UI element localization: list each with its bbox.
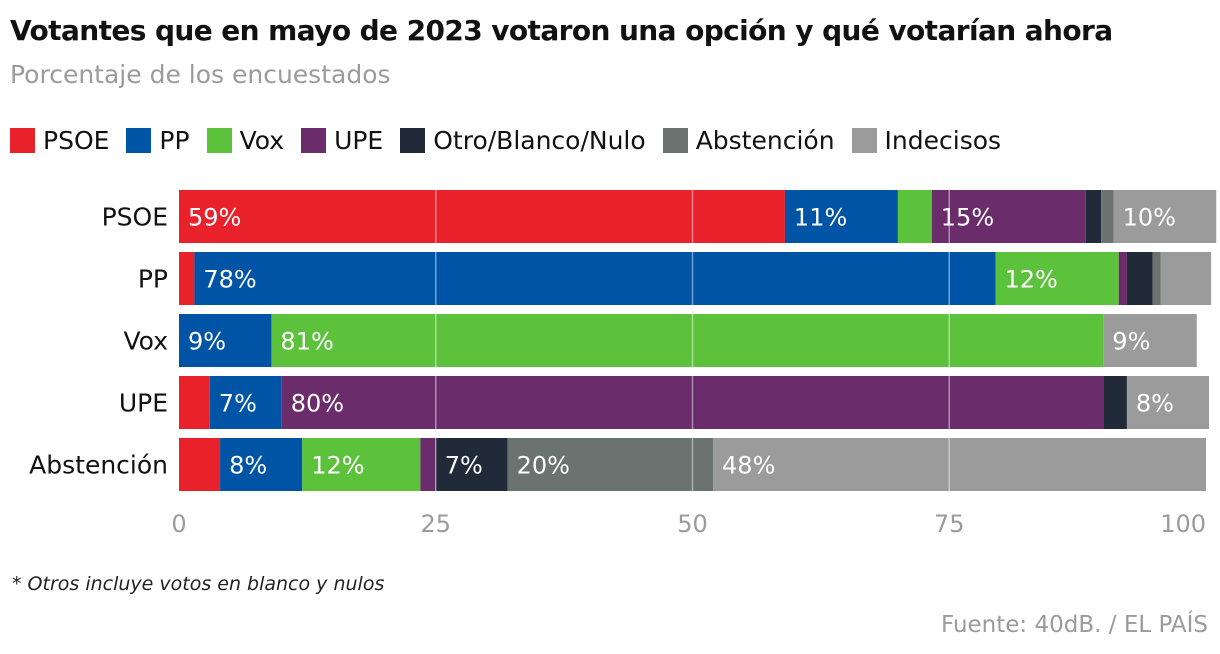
bar-segment [271,314,1104,367]
legend-label: Vox [239,126,285,155]
bar-segment [931,190,1086,243]
bar-segment [1101,190,1114,243]
legend-item: Otro/Blanco/Nulo [400,126,646,155]
legend-label: PSOE [43,126,110,155]
bar-value-label: 78% [203,266,256,294]
legend-swatch [851,128,877,153]
legend-label: PP [159,126,190,155]
legend-item: Vox [206,126,285,155]
category-label: PSOE [102,203,168,232]
x-tick-label: 50 [677,510,708,538]
bar-segment [194,252,996,305]
x-tick-label: 25 [420,510,451,538]
bar-segment [220,438,303,491]
bar-value-label: 12% [311,452,364,480]
bar-segment [281,376,1104,429]
bar-value-label: 7% [445,452,483,480]
bar-segment [179,314,272,367]
stacked-bar-chart: PSOE 59% 11% 15% 10% PP 78% 12% Vox 9% 81% 9% UPE 7% 8… [29,190,1217,538]
bar-segment [1160,252,1212,305]
category-label: PP [138,265,168,294]
bar-segment [179,190,785,243]
bar-value-label: 8% [1136,390,1174,418]
legend-item: Indecisos [851,126,1002,155]
legend-item: PP [126,126,190,155]
bar-segment [1126,376,1210,429]
bar-segment [1126,252,1153,305]
bar-segment [1113,190,1217,243]
bar-segment [784,190,898,243]
chart-subtitle: Porcentaje de los encuestados [10,60,391,89]
legend-swatch [301,128,327,153]
bar-value-label: 9% [188,328,226,356]
bar-value-label: 81% [280,328,333,356]
bar-segment [1103,376,1127,429]
bar-segment [713,438,1206,491]
bar-segment [1152,252,1161,305]
source-credit: Fuente: 40dB. / EL PAÍS [940,612,1208,638]
bar-value-label: 11% [794,204,847,232]
bar-segment [897,190,932,243]
bar-value-label: 48% [722,452,775,480]
legend-item: Abstención [662,126,835,155]
legend-label: Indecisos [884,126,1002,155]
bar-segment [302,438,421,491]
bar-segment [209,376,282,429]
bar-segment [1118,252,1127,305]
bar-segment [179,376,210,429]
bar-value-label: 9% [1112,328,1150,356]
legend-label: Otro/Blanco/Nulo [433,126,646,155]
legend-item: PSOE [10,126,109,155]
legend-swatch [206,128,232,153]
bars-group [179,190,1217,491]
legend-label: UPE [334,126,384,155]
bar-value-label: 8% [229,452,267,480]
chart-title: Votantes que en mayo de 2023 votaron una… [10,14,1113,47]
category-label: Abstención [29,451,168,480]
bar-value-label: 15% [941,204,994,232]
bar-value-label: 12% [1004,266,1057,294]
x-tick-label: 75 [934,510,965,538]
chart-legend: PSOE PP Vox UPE Otro/Blanco/Nulo Abstención In… [10,126,1018,155]
bar-segment [179,252,195,305]
legend-swatch [662,128,688,153]
category-label: Vox [124,327,168,356]
x-tick-label: 0 [171,510,186,538]
bar-value-label: 7% [219,390,257,418]
footnote: * Otros incluye votos en blanco y nulos [12,573,385,595]
bar-segment [507,438,714,491]
legend-label: Abstención [695,126,835,155]
bar-segment [1085,190,1102,243]
x-tick-label: 100 [1160,510,1206,538]
bar-segment [1103,314,1197,367]
legend-swatch [126,128,152,153]
bar-value-label: 10% [1123,204,1176,232]
legend-swatch [400,128,426,153]
category-label: UPE [119,389,168,418]
bar-value-label: 59% [188,204,241,232]
legend-item: UPE [301,126,383,155]
bar-segment [179,438,221,491]
bar-segment [435,438,508,491]
legend-swatch [10,128,35,153]
bar-value-label: 80% [291,390,344,418]
bar-value-label: 20% [517,452,570,480]
bar-segment [995,252,1119,305]
bar-segment [420,438,436,491]
